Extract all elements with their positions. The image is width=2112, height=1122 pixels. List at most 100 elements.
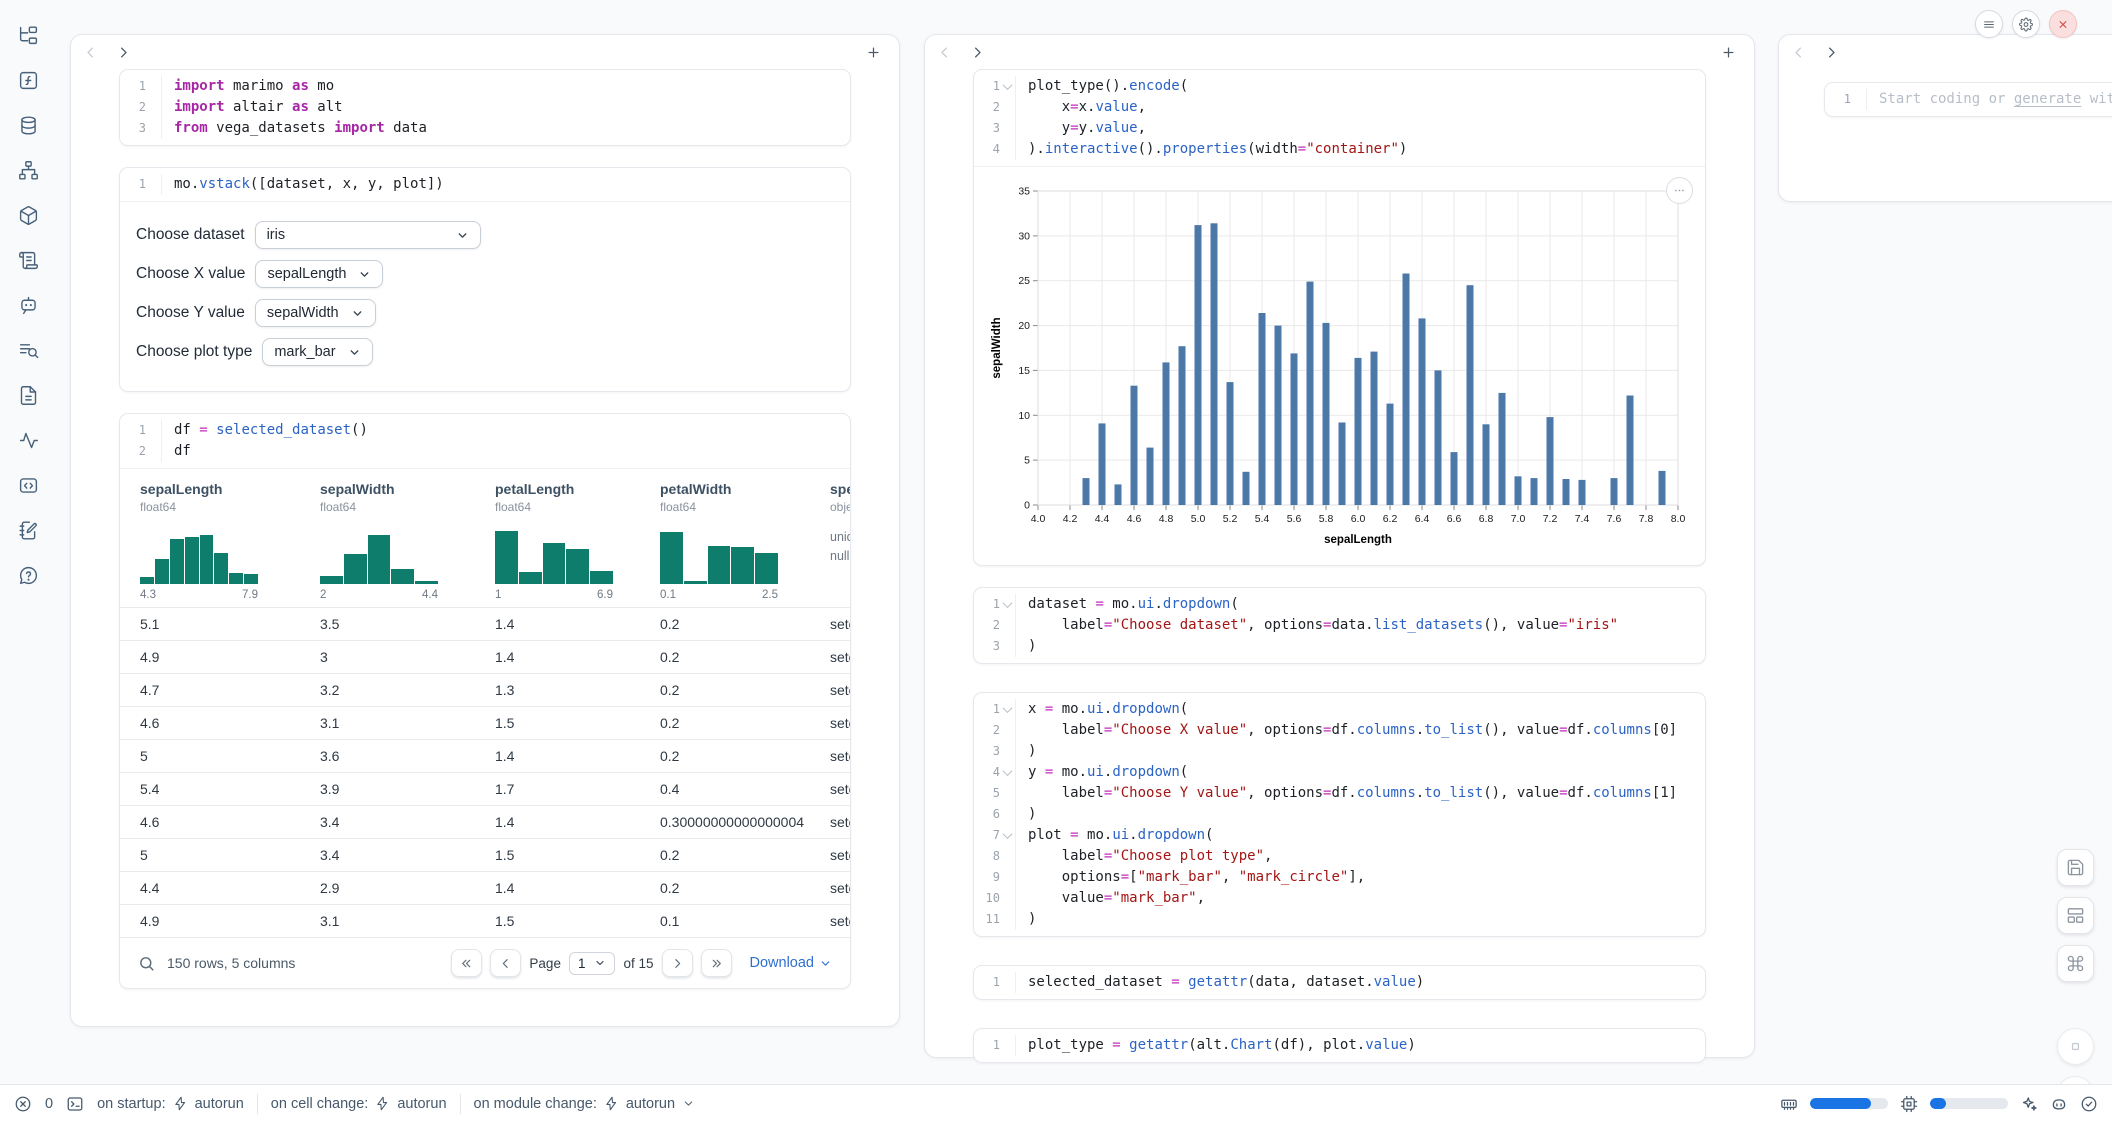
stop-button[interactable] (2057, 1028, 2094, 1065)
copilot-button[interactable] (2050, 1095, 2068, 1113)
code-editor[interactable]: 1 mo.vstack([dataset, x, y, plot]) (120, 168, 850, 201)
cell-dataframe[interactable]: 1 df = selected_dataset() 2 df sepalLength f… (119, 413, 851, 989)
code-line[interactable]: 7 plot = mo.ui.dropdown( (974, 825, 1705, 846)
code-editor[interactable]: 1 selected_dataset = getattr(data, datase… (974, 966, 1705, 999)
column-prev-button[interactable] (935, 43, 954, 62)
add-column-button[interactable] (1719, 43, 1738, 62)
last-page-button[interactable] (700, 949, 732, 977)
layout-button[interactable] (2057, 897, 2094, 934)
altair-bar-chart[interactable]: 4.0 4.2 4.4 4.6 4.8 5.0 5.2 5.4 5.6 5.8 6.0 6.2 6.4 6… (988, 179, 1694, 551)
code-line[interactable]: 5 label="Choose Y value", options=df.col… (974, 783, 1705, 804)
chart-menu-button[interactable] (1666, 177, 1693, 204)
cell-imports[interactable]: 1 import marimo as mo 2 import altair as al… (119, 69, 851, 146)
column-next-button[interactable] (114, 43, 133, 62)
table-row[interactable]: 4.931.40.2setosa (120, 640, 850, 674)
sidebar-item-file-explorer[interactable] (13, 20, 43, 50)
cell-vstack[interactable]: 1 mo.vstack([dataset, x, y, plot]) Choose… (119, 167, 851, 392)
column-header[interactable]: sepalLength float64 4.3 7.9 (140, 481, 258, 601)
generate-link[interactable]: generate (2013, 91, 2082, 107)
on-startup-setting[interactable]: on startup: autorun (97, 1095, 244, 1112)
dataset-dropdown[interactable]: iris (254, 221, 481, 249)
code-line[interactable]: 2 df (120, 441, 850, 462)
code-line[interactable]: 6) (974, 804, 1705, 825)
sidebar-item-notebook[interactable] (13, 515, 43, 545)
sidebar-item-help[interactable] (13, 560, 43, 590)
next-page-button[interactable] (661, 949, 693, 977)
code-line[interactable]: 2 label="Choose X value", options=df.col… (974, 720, 1705, 741)
download-button[interactable]: Download (750, 955, 833, 971)
x-value-dropdown[interactable]: sepalLength (255, 260, 384, 288)
on-module-change-setting[interactable]: on module change: autorun (474, 1096, 696, 1112)
code-line[interactable]: 3) (974, 636, 1705, 657)
cell-plot-type[interactable]: 1 plot_type = getattr(alt.Chart(df), plot… (973, 1028, 1706, 1063)
connection-status-button[interactable] (2080, 1095, 2098, 1113)
sidebar-item-ai-chat[interactable] (13, 290, 43, 320)
cell-dataset-dropdown[interactable]: 1 dataset = mo.ui.dropdown(2 label="Choos… (973, 587, 1706, 664)
plot-type-dropdown[interactable]: mark_bar (262, 338, 373, 366)
table-row[interactable]: 4.73.21.30.2setosa (120, 673, 850, 707)
command-palette-button[interactable] (2057, 945, 2094, 982)
table-row[interactable]: 53.41.50.2setosa (120, 838, 850, 872)
code-line[interactable]: 1 mo.vstack([dataset, x, y, plot]) (120, 174, 850, 195)
table-row[interactable]: 4.93.11.50.1setosa (120, 904, 850, 937)
code-editor[interactable]: 1 df = selected_dataset() 2 df (120, 414, 850, 468)
search-icon[interactable] (138, 955, 155, 972)
code-line[interactable]: 4).interactive().properties(width="conta… (974, 139, 1705, 160)
sidebar-item-packages[interactable] (13, 200, 43, 230)
code-line[interactable]: 1 df = selected_dataset() (120, 420, 850, 441)
sidebar-item-dependencies[interactable] (13, 155, 43, 185)
terminal-button[interactable] (66, 1095, 84, 1113)
code-line[interactable]: 2 x=x.value, (974, 97, 1705, 118)
code-editor[interactable]: 1 plot_type = getattr(alt.Chart(df), plot… (974, 1029, 1705, 1062)
prev-page-button[interactable] (490, 949, 522, 977)
sidebar-item-tracing[interactable] (13, 425, 43, 455)
code-line[interactable]: 1 import marimo as mo (120, 76, 850, 97)
page-select[interactable]: 1 (568, 951, 616, 975)
code-line[interactable]: 9 options=["mark_bar", "mark_circle"], (974, 867, 1705, 888)
ai-sparkles-button[interactable] (2020, 1095, 2038, 1113)
sidebar-item-scratchpad[interactable] (13, 335, 43, 365)
code-line[interactable]: 1 selected_dataset = getattr(data, datase… (974, 972, 1705, 993)
column-next-button[interactable] (1822, 43, 1841, 62)
first-page-button[interactable] (451, 949, 483, 977)
sidebar-item-functions[interactable] (13, 65, 43, 95)
cpu-usage-meter[interactable] (1930, 1098, 2008, 1109)
code-editor[interactable]: 1 plot_type().encode(2 x=x.value, 3 y=y.va… (974, 70, 1705, 166)
add-column-button[interactable] (864, 43, 883, 62)
code-line[interactable]: 10 value="mark_bar", (974, 888, 1705, 909)
column-prev-button[interactable] (81, 43, 100, 62)
sidebar-item-documentation[interactable] (13, 380, 43, 410)
sidebar-item-snippets[interactable] (13, 470, 43, 500)
sidebar-item-datasources[interactable] (13, 110, 43, 140)
code-line[interactable]: 1 plot_type().encode( (974, 76, 1705, 97)
shutdown-button[interactable] (2049, 10, 2077, 38)
code-editor[interactable]: 1 import marimo as mo 2 import altair as al… (120, 70, 850, 145)
cell-empty[interactable]: 1 Start coding or generate with (1824, 82, 2112, 117)
column-header[interactable]: petalLength float64 1 6.9 (495, 481, 613, 601)
table-row[interactable]: 53.61.40.2setosa (120, 739, 850, 773)
column-header[interactable]: sepalWidth float64 2 4.4 (320, 481, 438, 601)
table-row[interactable]: 4.42.91.40.2setosa (120, 871, 850, 905)
code-line[interactable]: 3 from vega_datasets import data (120, 118, 850, 139)
code-line[interactable]: 1 plot_type = getattr(alt.Chart(df), plot… (974, 1035, 1705, 1056)
menu-button[interactable] (1975, 10, 2003, 38)
table-row[interactable]: 4.63.41.40.30000000000000004setosa (120, 805, 850, 839)
code-line[interactable]: 3 y=y.value, (974, 118, 1705, 139)
code-line[interactable]: 8 label="Choose plot type", (974, 846, 1705, 867)
code-line[interactable]: 3) (974, 741, 1705, 762)
code-line[interactable]: 2 label="Choose dataset", options=data.l… (974, 615, 1705, 636)
code-editor[interactable]: 1 dataset = mo.ui.dropdown(2 label="Choos… (974, 588, 1705, 663)
sidebar-item-logs[interactable] (13, 245, 43, 275)
table-row[interactable]: 5.43.91.70.4setosa (120, 772, 850, 806)
code-line[interactable]: 1 dataset = mo.ui.dropdown( (974, 594, 1705, 615)
cell-chart[interactable]: 1 plot_type().encode(2 x=x.value, 3 y=y.va… (973, 69, 1706, 566)
column-next-button[interactable] (968, 43, 987, 62)
column-prev-button[interactable] (1789, 43, 1808, 62)
y-value-dropdown[interactable]: sepalWidth (254, 299, 376, 327)
cell-selected-dataset[interactable]: 1 selected_dataset = getattr(data, datase… (973, 965, 1706, 1000)
code-placeholder[interactable]: Start coding or generate with (1866, 89, 2112, 110)
